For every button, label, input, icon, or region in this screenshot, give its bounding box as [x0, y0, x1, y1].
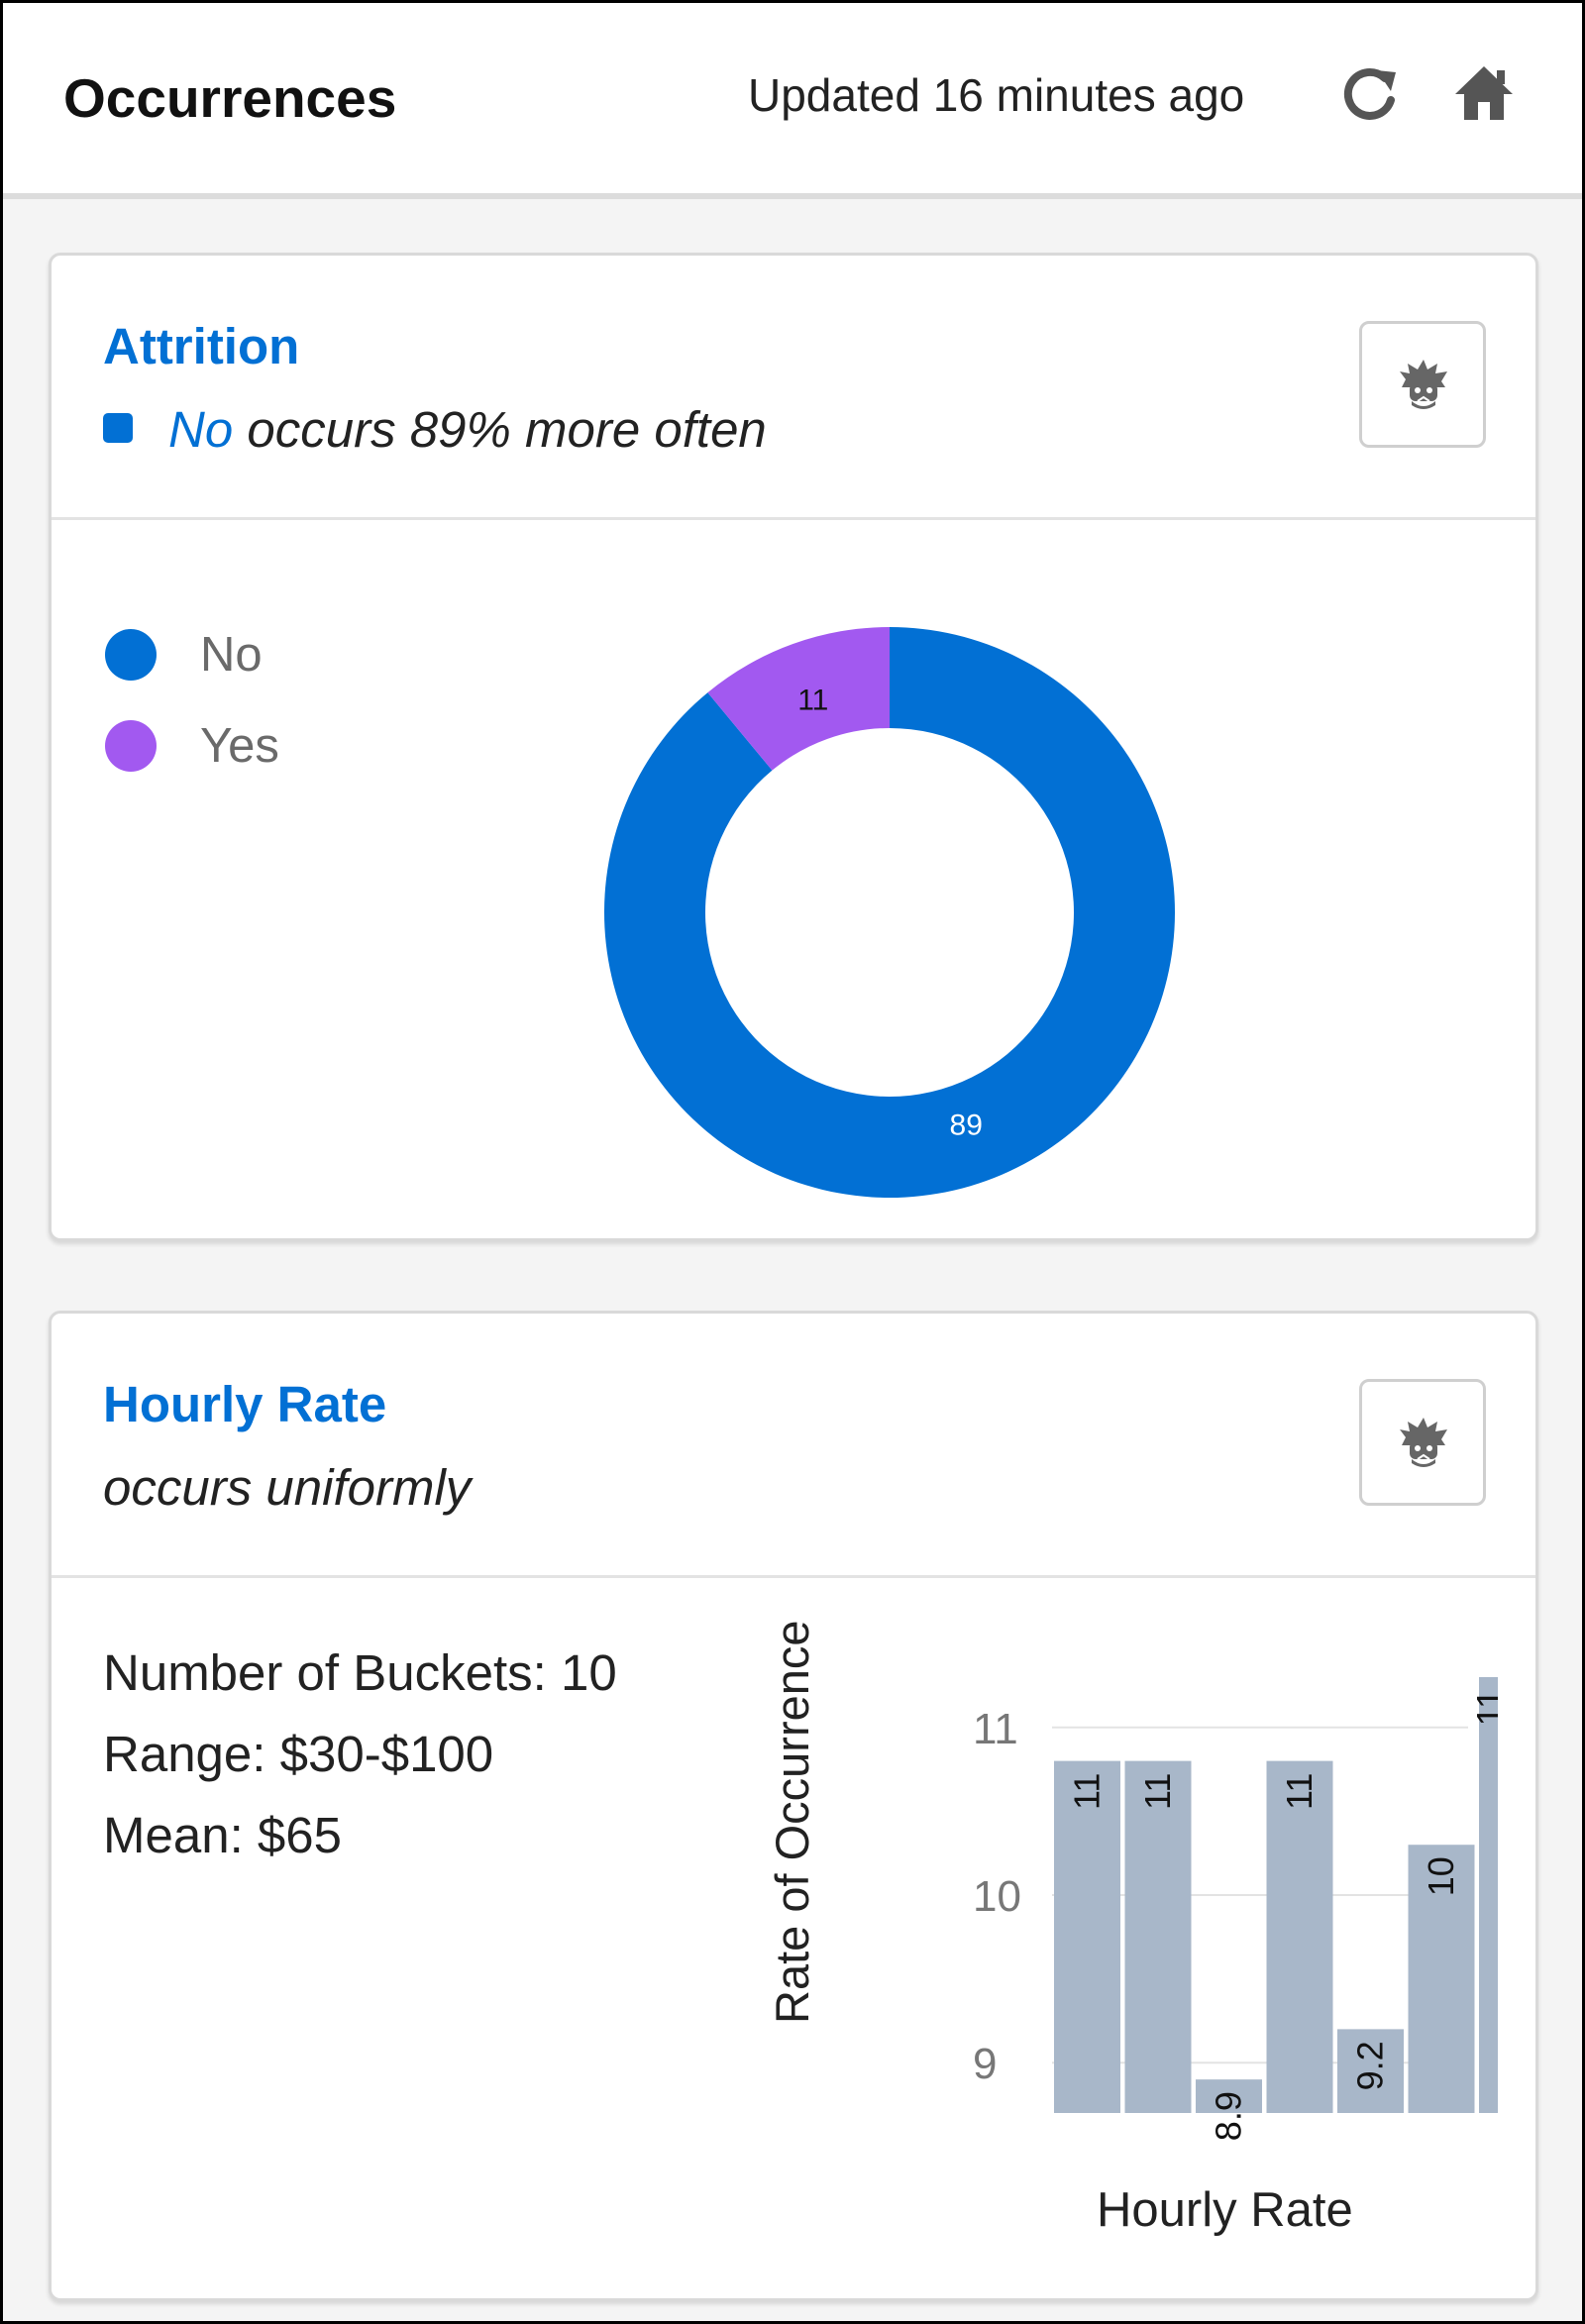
explain-button[interactable] [1359, 1379, 1486, 1506]
y-tick-label: 10 [973, 1872, 1021, 1921]
stat-range: Range: $30-$100 [103, 1726, 494, 1782]
stat-mean: Mean: $65 [103, 1807, 343, 1863]
explain-button[interactable] [1359, 321, 1486, 448]
einstein-icon [1400, 360, 1447, 409]
updated-timestamp: Updated 16 minutes ago [748, 69, 1245, 121]
bar-data-label: 10 [1421, 1856, 1461, 1896]
bar[interactable] [1408, 1845, 1475, 2113]
header-bar: Occurrences Updated 16 minutes ago [3, 3, 1582, 199]
refresh-icon[interactable] [1340, 64, 1400, 124]
bar-data-label: 8.9 [1209, 2091, 1249, 2141]
stat-buckets: Number of Buckets: 10 [103, 1644, 617, 1701]
bar[interactable] [1479, 1677, 1498, 2113]
attrition-title[interactable]: Attrition [103, 318, 300, 374]
bucket-stats: Number of Buckets: 10 Range: $30-$100 Me… [103, 1643, 617, 1887]
legend-label: Yes [200, 719, 279, 773]
bar[interactable] [1054, 1760, 1120, 2113]
attrition-card: Attrition No occurs 89% more often [49, 253, 1538, 1241]
einstein-icon [1400, 1418, 1447, 1467]
donut-data-label: 11 [797, 684, 828, 716]
y-axis-label: Rate of Occurrence [766, 1620, 818, 2024]
attrition-subtitle: No occurs 89% more often [103, 400, 767, 459]
legend-dot-no [105, 629, 157, 681]
bar-data-label: 11 [1469, 1689, 1498, 1726]
attrition-body: No Yes 89 11 [52, 520, 1535, 1238]
bar-data-label: 9.2 [1350, 2041, 1391, 2090]
donut-slice-yes[interactable] [707, 627, 890, 771]
hourly-title[interactable]: Hourly Rate [103, 1376, 387, 1432]
bar-data-label: 11 [1137, 1773, 1178, 1810]
donut-data-label: 89 [950, 1109, 983, 1142]
bar-data-label: 11 [1279, 1773, 1320, 1810]
legend-label: No [200, 628, 263, 682]
legend-square-icon [103, 412, 133, 443]
home-icon[interactable] [1453, 62, 1515, 124]
legend-dot-yes [105, 720, 157, 772]
page-title: Occurrences [63, 67, 397, 129]
subtitle-highlight: No [168, 401, 234, 458]
y-tick-label: 11 [973, 1705, 1018, 1753]
hourly-body: Number of Buckets: 10 Range: $30-$100 Me… [52, 1578, 1535, 2298]
bar[interactable] [1266, 1760, 1333, 2113]
hourly-card-header: Hourly Rate occurs uniformly [52, 1314, 1535, 1578]
subtitle-text: occurs 89% more often [233, 401, 767, 458]
attrition-card-header: Attrition No occurs 89% more often [52, 256, 1535, 520]
x-axis-label: Hourly Rate [1097, 2183, 1353, 2237]
bar[interactable] [1337, 2029, 1404, 2113]
bar-data-label: 11 [1067, 1773, 1108, 1810]
hourly-rate-card: Hourly Rate occurs uniformly Number of B… [49, 1311, 1538, 2301]
bar[interactable] [1196, 2079, 1262, 2113]
hourly-rate-bar-chart: 9 10 11 11 11 8.9 11 9.2 10 11 [973, 1677, 1498, 2141]
attrition-donut-chart: 89 11 [604, 627, 1175, 1198]
y-tick-label: 9 [973, 2040, 997, 2088]
donut-slice-no[interactable] [604, 627, 1175, 1198]
hourly-subtitle: occurs uniformly [103, 1459, 472, 1516]
bar[interactable] [1124, 1760, 1192, 2113]
